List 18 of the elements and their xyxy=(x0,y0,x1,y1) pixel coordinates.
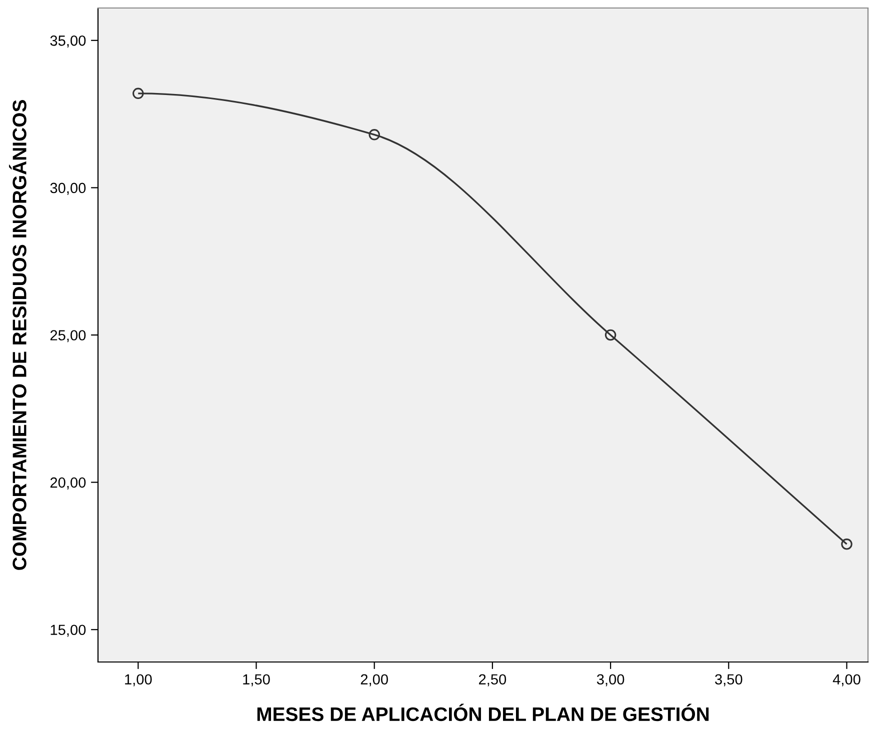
point xyxy=(604,329,616,341)
x-tick-label: 2,50 xyxy=(478,674,506,686)
y-axis-title: COMPORTAMIENTO DE RESIDUOS INORGÁNICOS xyxy=(8,100,26,570)
x-tick-label: 1,50 xyxy=(243,674,270,686)
point xyxy=(841,538,852,550)
y-tick-label: 25,00 xyxy=(50,330,86,342)
point xyxy=(368,129,380,140)
x-tick-label: 4,00 xyxy=(832,674,860,686)
point xyxy=(132,88,144,100)
x-tick-label: 3,50 xyxy=(715,674,742,686)
y-tick-label: 30,00 xyxy=(50,182,86,195)
x-axis-title: MESES DE APLICACIÓN DEL PLAN DE GESTIÓN xyxy=(257,704,709,722)
x-tick-label: 2,00 xyxy=(360,674,388,686)
y-tick-label: 20,00 xyxy=(50,477,86,490)
x-tick-label: 1,00 xyxy=(125,674,152,686)
y-tick-label: 35,00 xyxy=(50,36,86,48)
x-tick-label: 3,00 xyxy=(596,674,624,686)
y-tick-label: 15,00 xyxy=(50,624,86,637)
